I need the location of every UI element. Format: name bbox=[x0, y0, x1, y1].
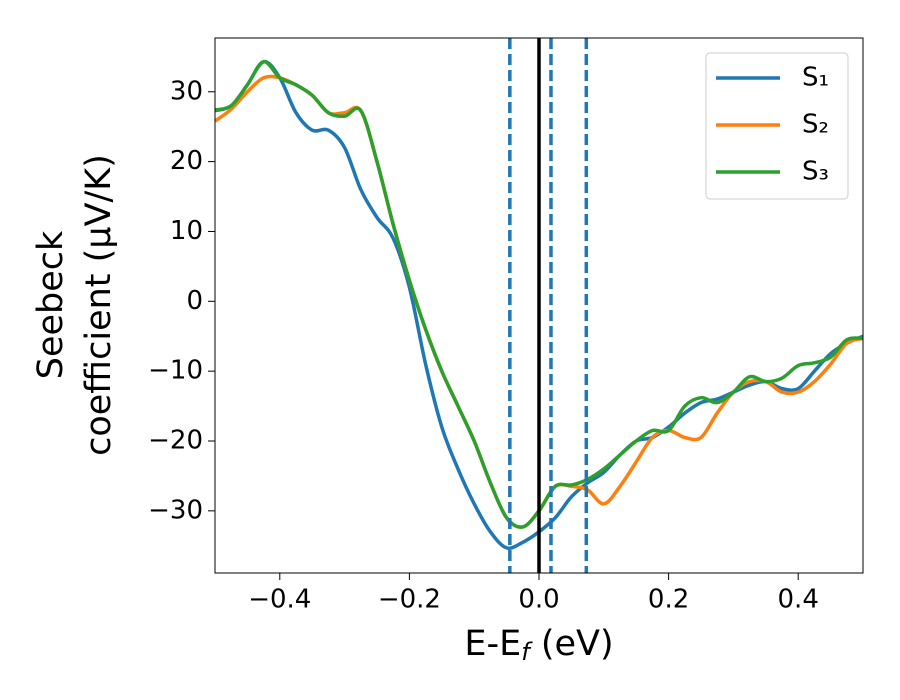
x-axis-label: E-Ef (eV) bbox=[464, 624, 613, 666]
x-label-main: E-E bbox=[464, 624, 521, 664]
y-tick-label: −10 bbox=[148, 356, 203, 386]
y-axis-label: coefficient (μV/K) bbox=[79, 154, 119, 456]
y-tick-label: −30 bbox=[148, 495, 203, 525]
y-tick-label: 20 bbox=[170, 146, 203, 176]
x-tick-label: 0.0 bbox=[518, 585, 559, 615]
y-tick-label: 0 bbox=[186, 286, 203, 316]
y-axis-label: Seebeck bbox=[31, 230, 71, 379]
legend-label: S₂ bbox=[802, 110, 829, 140]
legend-label: S₃ bbox=[802, 157, 829, 187]
y-tick-label: −20 bbox=[148, 425, 203, 455]
x-label-unit: (eV) bbox=[530, 624, 614, 664]
y-tick-label: 10 bbox=[170, 216, 203, 246]
x-tick-label: 0.2 bbox=[648, 585, 689, 615]
legend-label: S₁ bbox=[802, 63, 829, 93]
x-tick-label: −0.4 bbox=[248, 585, 311, 615]
y-tick-label: 30 bbox=[170, 76, 203, 106]
x-tick-label: −0.2 bbox=[378, 585, 441, 615]
x-tick-label: 0.4 bbox=[778, 585, 819, 615]
